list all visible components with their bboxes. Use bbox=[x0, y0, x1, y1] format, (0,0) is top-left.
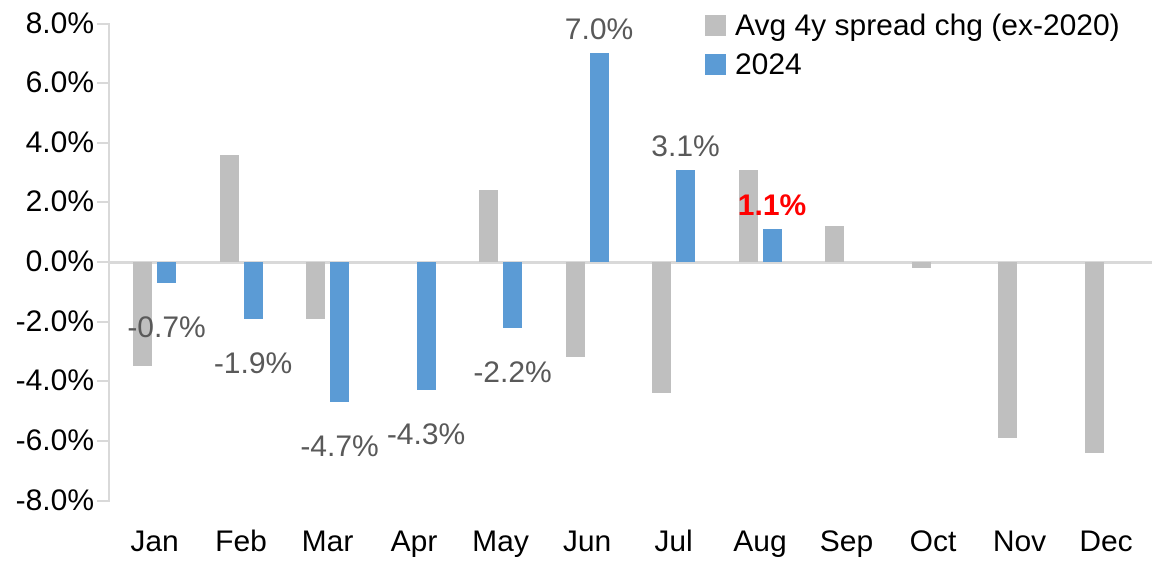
data-label-2024-jan: -0.7% bbox=[127, 310, 206, 344]
bar-avg-spread-dec bbox=[1084, 262, 1104, 453]
bar-2024-mar bbox=[330, 262, 349, 403]
bar-avg-spread-may bbox=[479, 190, 498, 262]
bar-avg-spread-jul bbox=[652, 262, 671, 394]
legend: Avg 4y spread chg (ex-2020) 2024 bbox=[705, 6, 1120, 84]
data-label-2024-mar: -4.7% bbox=[300, 430, 379, 464]
x-axis-label-apr: Apr bbox=[390, 525, 438, 558]
x-axis-label-mar: Mar bbox=[301, 525, 354, 558]
x-axis-label-oct: Oct bbox=[909, 525, 957, 558]
data-label-2024-apr: -4.3% bbox=[386, 418, 466, 452]
y-axis-label: -2.0% bbox=[15, 304, 94, 338]
legend-label-2024: 2024 bbox=[735, 47, 802, 81]
y-axis-label: -4.0% bbox=[15, 364, 94, 398]
bar-2024-jun bbox=[589, 53, 609, 262]
x-axis-label-feb: Feb bbox=[215, 525, 267, 558]
y-axis-label: 6.0% bbox=[25, 66, 94, 100]
bar-avg-spread-jan bbox=[133, 262, 152, 367]
legend-swatch-2024 bbox=[705, 54, 726, 75]
y-axis-label: 2.0% bbox=[25, 185, 94, 219]
y-axis-label: -6.0% bbox=[15, 423, 94, 457]
y-axis-tick bbox=[97, 82, 110, 85]
x-axis-label-nov: Nov bbox=[992, 525, 1047, 558]
bar-2024-jul bbox=[676, 169, 695, 262]
x-axis-label-may: May bbox=[472, 525, 529, 558]
bar-avg-spread-sep bbox=[825, 226, 844, 262]
x-axis-label-jan: Jan bbox=[130, 525, 179, 558]
x-axis-label-jun: Jun bbox=[562, 525, 612, 558]
data-label-2024-aug: 1.1% bbox=[737, 189, 807, 223]
data-label-2024-jun: 7.0% bbox=[564, 13, 634, 47]
legend-item-2024: 2024 bbox=[705, 45, 1120, 84]
bar-avg-spread-jun bbox=[565, 262, 585, 358]
y-axis-tick bbox=[97, 499, 110, 502]
bar-2024-may bbox=[503, 262, 522, 328]
data-label-2024-feb: -1.9% bbox=[213, 346, 293, 380]
y-axis-label: 4.0% bbox=[25, 125, 94, 159]
y-axis-tick bbox=[97, 141, 110, 144]
y-axis-tick bbox=[97, 380, 110, 383]
y-axis-label: 8.0% bbox=[25, 6, 94, 40]
bar-avg-spread-feb bbox=[219, 154, 239, 262]
zero-line bbox=[108, 260, 1152, 264]
y-axis-tick bbox=[97, 22, 110, 25]
data-label-2024-jul: 3.1% bbox=[651, 129, 720, 163]
y-axis-tick bbox=[97, 261, 110, 263]
data-label-2024-may: -2.2% bbox=[473, 355, 552, 389]
bar-2024-aug bbox=[762, 229, 782, 262]
bar-avg-spread-oct bbox=[911, 262, 931, 268]
bar-avg-spread-nov bbox=[998, 262, 1017, 438]
bar-avg-spread-aug bbox=[738, 169, 758, 262]
legend-item-avg-spread: Avg 4y spread chg (ex-2020) bbox=[705, 6, 1120, 45]
y-axis-tick bbox=[97, 201, 110, 204]
x-axis-label-jul: Jul bbox=[654, 525, 693, 558]
bar-avg-spread-mar bbox=[306, 262, 325, 319]
y-axis-tick bbox=[97, 439, 110, 442]
y-axis-label: 0.0% bbox=[25, 245, 94, 278]
y-axis-label: -8.0% bbox=[15, 483, 94, 517]
legend-label-avg-spread: Avg 4y spread chg (ex-2020) bbox=[735, 8, 1120, 42]
bar-2024-feb bbox=[243, 262, 263, 319]
bar-2024-apr bbox=[416, 262, 436, 391]
bar-2024-jan bbox=[157, 262, 176, 283]
y-axis-tick bbox=[97, 320, 110, 323]
x-axis-label-sep: Sep bbox=[819, 525, 874, 558]
x-axis-label-dec: Dec bbox=[1079, 525, 1133, 558]
legend-swatch-avg-spread bbox=[705, 15, 726, 36]
x-axis-label-aug: Aug bbox=[733, 525, 787, 558]
